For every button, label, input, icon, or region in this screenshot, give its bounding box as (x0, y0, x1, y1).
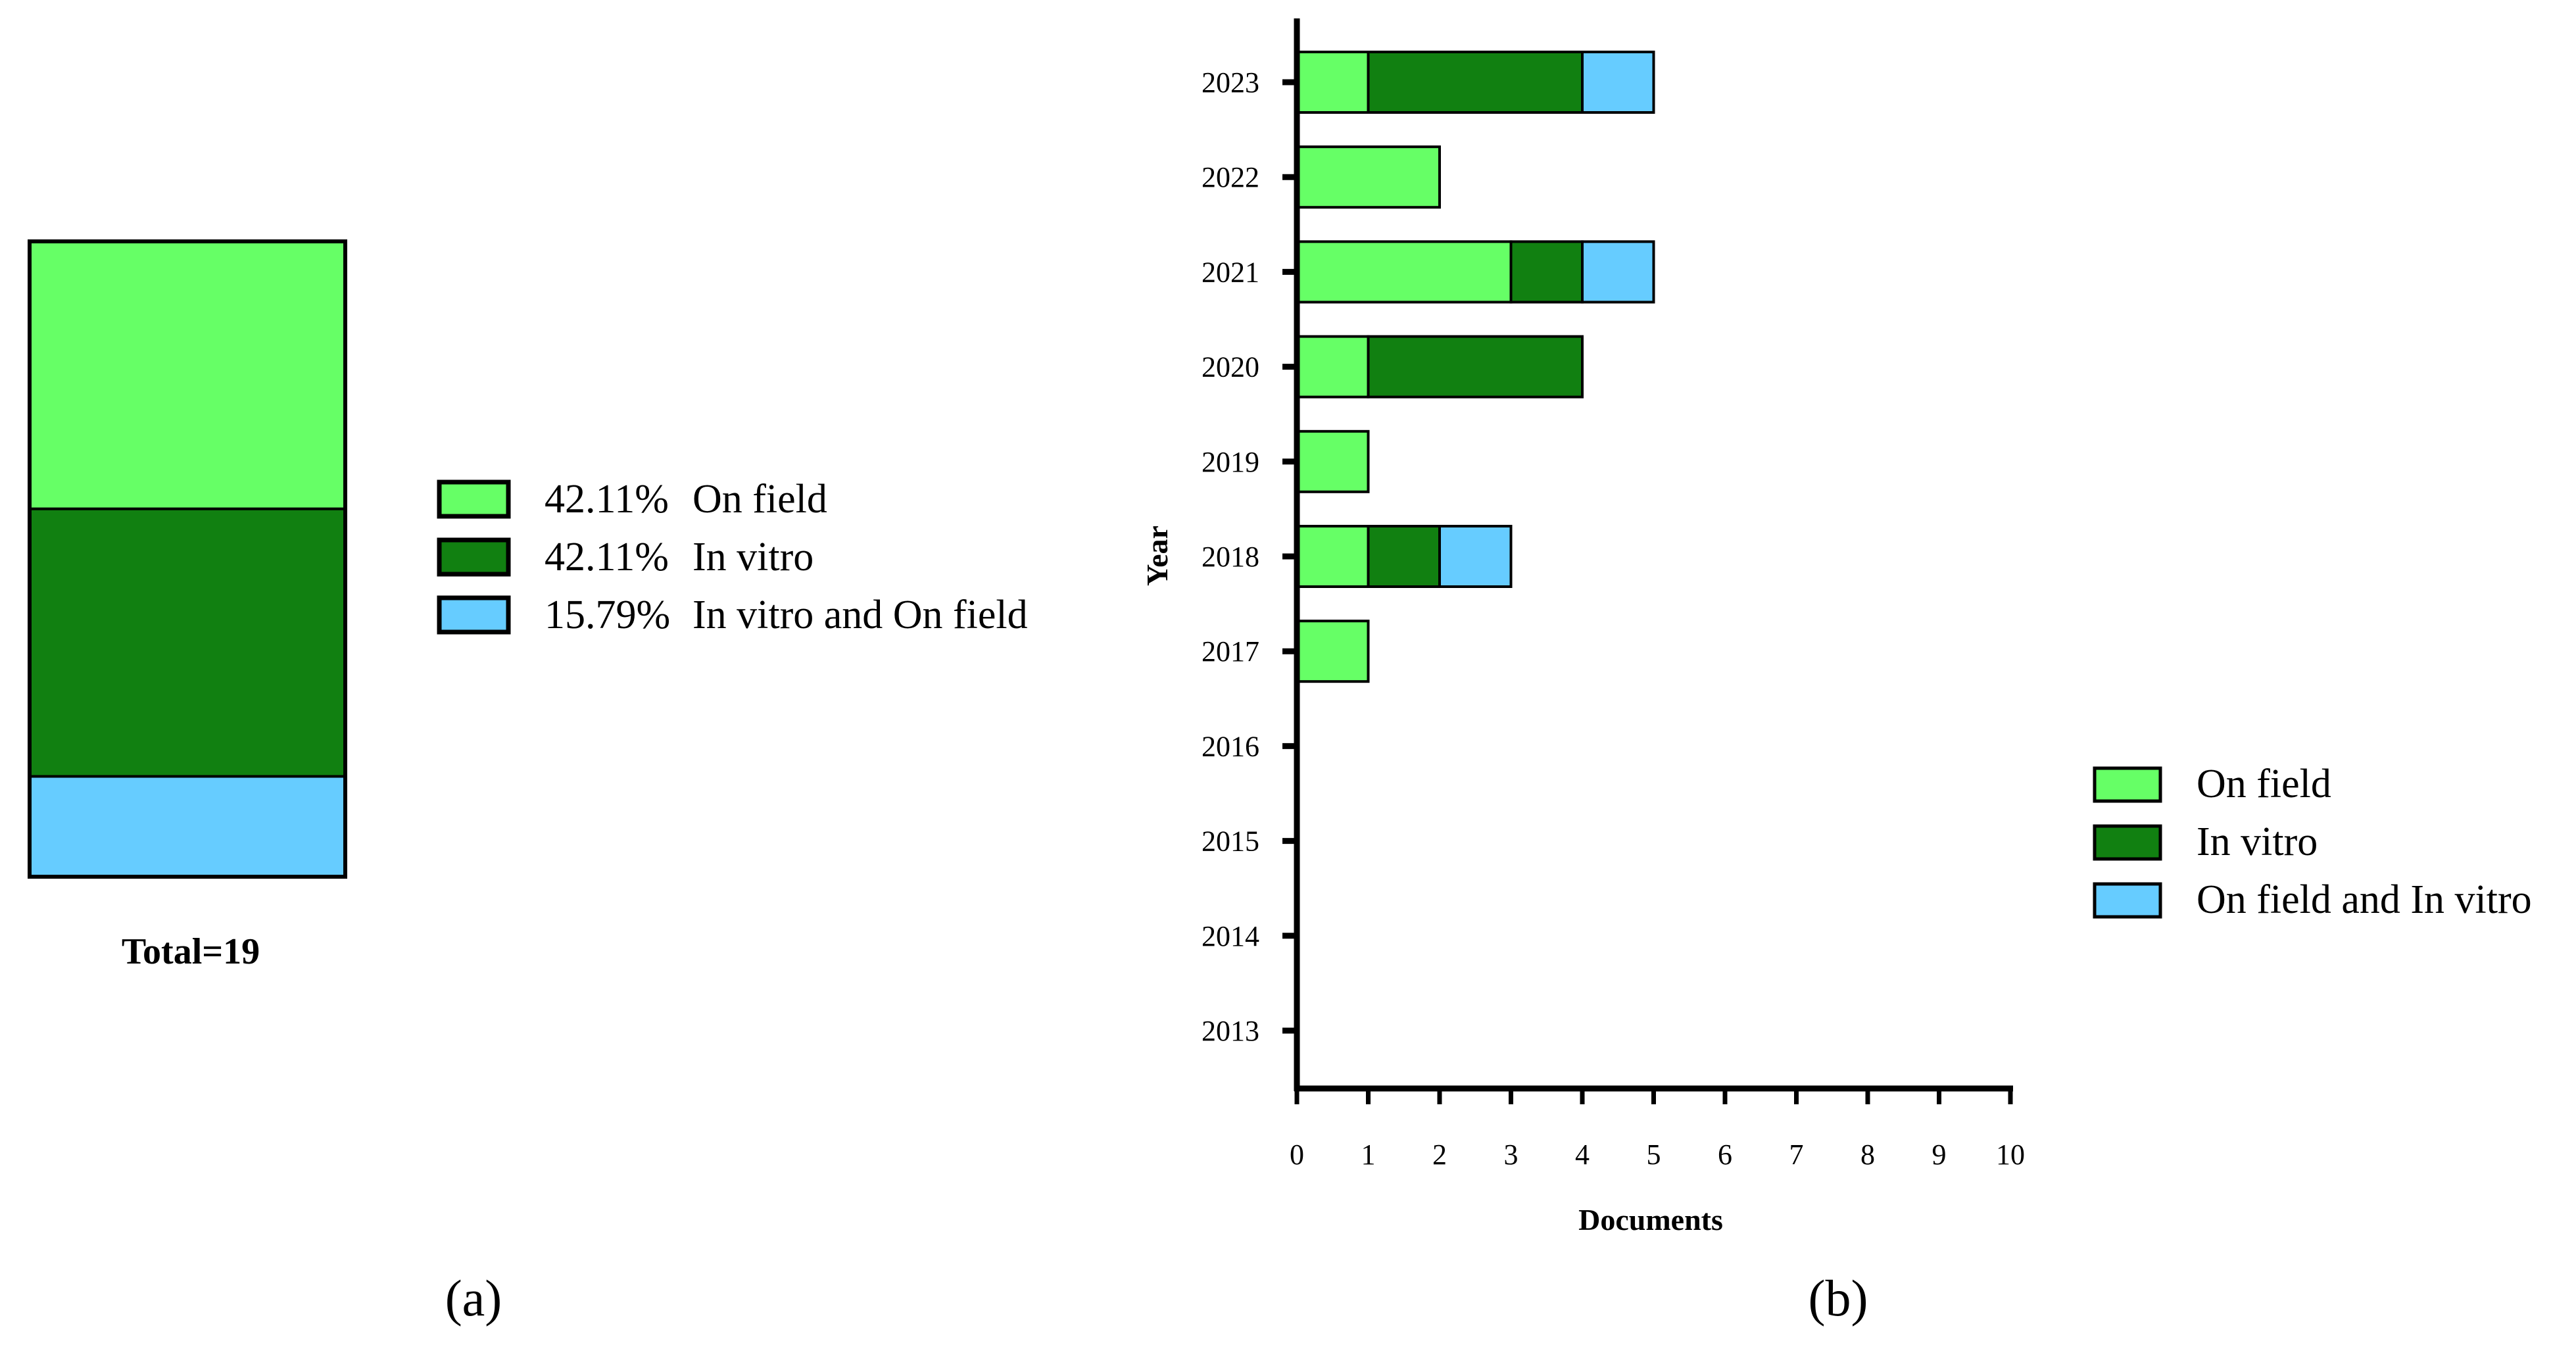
panel-b-legend: On field In vitro On field and In vitro (2093, 762, 2532, 922)
legend-swatch-in-vitro (437, 537, 511, 577)
bar-2023-on-field-and-in-vitro (1581, 51, 1655, 114)
bar-2022-on-field (1296, 145, 1441, 209)
segment-on-field (28, 240, 347, 510)
x-tick-label-5: 5 (1647, 1138, 1661, 1171)
panel-a-total-caption: Total=19 (122, 931, 260, 972)
bar-2018-in-vitro (1367, 525, 1441, 588)
x-tick-label-4: 4 (1575, 1138, 1590, 1171)
x-tick-label-6: 6 (1718, 1138, 1732, 1171)
panel-a-label: (a) (445, 1269, 502, 1327)
x-tick-label-10: 10 (1996, 1138, 2025, 1171)
y-tick-label-2016: 2016 (1202, 730, 1259, 762)
legend-percent-on-field: 42.11% (545, 477, 669, 522)
panel-b-y-tick-labels: 2023 2022 2021 2020 2019 2018 2017 2016 2015 2014… (1202, 66, 1259, 1047)
panel-b-label: (b) (1809, 1269, 1868, 1327)
y-tick-label-2015: 2015 (1202, 825, 1259, 858)
legend-label-on-field-and-in-vitro: On field and In vitro (2197, 877, 2532, 922)
bar-2020-on-field (1296, 335, 1370, 399)
legend-swatch-on-field-and-in-vitro (2093, 882, 2162, 919)
x-tick-label-0: 0 (1290, 1138, 1304, 1171)
y-tick-label-2021: 2021 (1202, 256, 1259, 288)
y-tick-label-2014: 2014 (1202, 920, 1259, 952)
bar-2019-on-field (1296, 429, 1370, 493)
legend-swatch-in-vitro (2093, 824, 2162, 861)
y-tick-label-2023: 2023 (1202, 66, 1259, 99)
legend-percent-in-vitro: 42.11% (545, 535, 669, 579)
bar-2021-on-field (1296, 240, 1513, 304)
legend-swatch-on-field (2093, 766, 2162, 803)
bar-2021-in-vitro (1509, 240, 1584, 304)
legend-label-on-field: On field (2197, 762, 2331, 806)
segment-in-vitro (28, 507, 347, 778)
bar-2017-on-field (1296, 620, 1370, 683)
bar-2023-in-vitro (1367, 51, 1584, 114)
panel-a: 42.11% On field 42.11% In vitro 15.79% In vit… (28, 239, 1028, 1327)
panel-b-bars (1296, 51, 1655, 683)
bar-2020-in-vitro (1367, 335, 1584, 399)
panel-b-x-tick-labels: 0 1 2 3 4 5 6 7 8 9 10 (1290, 1138, 2025, 1171)
y-tick-label-2022: 2022 (1202, 161, 1259, 193)
y-tick-label-2018: 2018 (1202, 541, 1259, 573)
bar-2021-on-field-and-in-vitro (1581, 240, 1655, 304)
y-tick-label-2013: 2013 (1202, 1015, 1259, 1047)
legend-swatch-in-vitro-and-on-field (437, 595, 511, 635)
panel-a-stacked-column (28, 239, 347, 879)
legend-label-in-vitro: In vitro (2197, 819, 2318, 864)
panel-b-y-axis-title: Year (1140, 526, 1174, 586)
stacked-column-frame (28, 239, 347, 879)
bar-2023-on-field (1296, 51, 1370, 114)
y-tick-label-2019: 2019 (1202, 446, 1259, 478)
legend-swatch-on-field (437, 479, 511, 519)
bar-2018-on-field-and-in-vitro (1438, 525, 1513, 588)
x-tick-label-8: 8 (1860, 1138, 1875, 1171)
panel-b: 2023202220212020201920182017201620152014… (1140, 18, 2532, 1327)
x-tick-label-7: 7 (1789, 1138, 1804, 1171)
panel-a-legend: 42.11% On field 42.11% In vitro 15.79% In vit… (437, 477, 1028, 637)
y-tick-label-2017: 2017 (1202, 635, 1259, 668)
legend-label-in-vitro: In vitro (693, 535, 814, 579)
x-tick-label-1: 1 (1361, 1138, 1376, 1171)
x-tick-label-2: 2 (1432, 1138, 1447, 1171)
legend-label-on-field: On field (693, 477, 827, 522)
legend-percent-in-vitro-and-on-field: 15.79% (545, 593, 670, 637)
legend-label-in-vitro-and-on-field: In vitro and On field (693, 593, 1028, 637)
bar-2018-on-field (1296, 525, 1370, 588)
x-tick-label-3: 3 (1504, 1138, 1519, 1171)
y-tick-label-2020: 2020 (1202, 351, 1259, 383)
x-tick-label-9: 9 (1932, 1138, 1947, 1171)
panel-b-axes (1282, 18, 2013, 1104)
panel-b-x-axis-title: Documents (1578, 1203, 1723, 1236)
segment-in-vitro-and-on-field (28, 775, 347, 879)
